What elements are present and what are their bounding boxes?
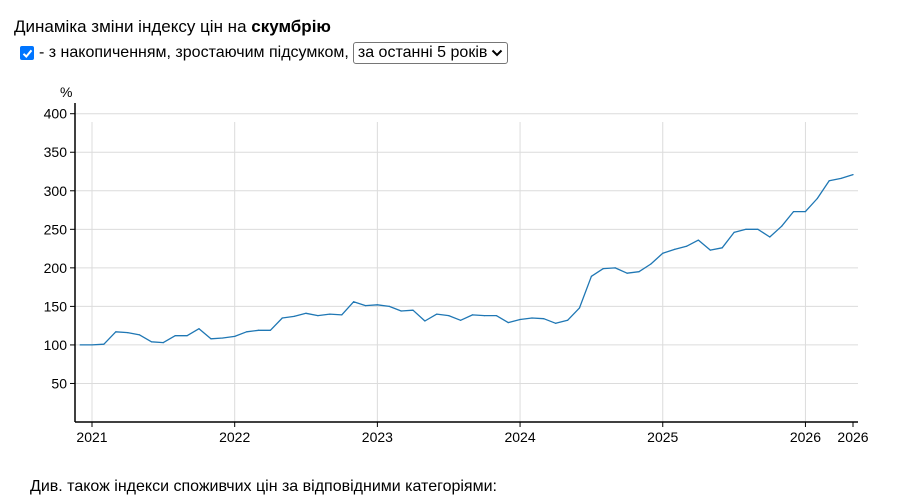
data-point bbox=[852, 173, 854, 176]
data-point bbox=[531, 317, 533, 319]
data-point bbox=[519, 318, 521, 321]
x-tick-label: 2022 bbox=[219, 429, 250, 445]
price-index-chart: 50 100 150 200 250 300 350 400 2021 2022 2023 2024 2… bbox=[44, 84, 869, 445]
data-point bbox=[352, 301, 355, 303]
data-point bbox=[471, 314, 474, 316]
data-point bbox=[769, 236, 771, 238]
data-point bbox=[709, 249, 711, 251]
data-point bbox=[626, 272, 628, 274]
x-tick-label: 2026 bbox=[790, 429, 821, 445]
data-point bbox=[234, 335, 236, 338]
data-point bbox=[150, 341, 153, 343]
y-tick-label: 300 bbox=[44, 183, 68, 199]
series-line bbox=[80, 173, 854, 346]
data-point bbox=[733, 231, 735, 233]
y-tick-label: 100 bbox=[44, 337, 68, 353]
data-point bbox=[792, 210, 795, 213]
data-point bbox=[412, 309, 414, 311]
y-tick-label: 150 bbox=[44, 298, 68, 314]
x-tick-label: 2024 bbox=[504, 429, 535, 445]
data-point bbox=[198, 328, 200, 330]
data-point bbox=[602, 268, 604, 270]
data-point bbox=[804, 210, 807, 213]
x-tick-label: 2026 bbox=[837, 429, 868, 445]
page-title: Динаміка зміни індексу цін на скумбрію bbox=[14, 17, 331, 37]
y-tick-label: 50 bbox=[51, 375, 67, 391]
y-tick-label: 200 bbox=[44, 260, 68, 276]
data-point bbox=[269, 329, 271, 331]
data-point bbox=[757, 228, 759, 230]
cumulative-label: - з накопиченням, зростаючим підсумком, bbox=[39, 44, 349, 61]
data-point bbox=[305, 312, 307, 314]
title-prefix: Динаміка зміни індексу цін на bbox=[14, 17, 252, 36]
data-point bbox=[103, 343, 105, 345]
data-point bbox=[662, 252, 664, 254]
data-point bbox=[281, 317, 283, 319]
data-point bbox=[721, 247, 723, 249]
data-point bbox=[186, 335, 188, 337]
y-tick-label: 400 bbox=[44, 106, 68, 122]
period-select[interactable]: за останні 5 років bbox=[352, 42, 509, 64]
data-point bbox=[567, 319, 569, 321]
data-point bbox=[329, 313, 331, 315]
data-point bbox=[555, 322, 557, 324]
cumulative-checkbox[interactable] bbox=[20, 46, 34, 60]
data-point bbox=[138, 334, 141, 336]
data-point bbox=[697, 239, 700, 241]
data-point bbox=[162, 342, 164, 344]
data-point bbox=[590, 275, 593, 277]
checkmark-icon bbox=[22, 49, 32, 58]
data-point bbox=[674, 248, 676, 250]
data-point bbox=[650, 263, 652, 265]
data-point bbox=[174, 335, 176, 337]
data-point bbox=[424, 320, 426, 322]
x-tick-label: 2023 bbox=[362, 429, 393, 445]
data-point bbox=[245, 331, 248, 333]
data-point bbox=[685, 245, 688, 247]
data-point bbox=[578, 307, 581, 309]
chart-controls: - з накопиченням, зростаючим підсумком, … bbox=[20, 42, 509, 64]
data-point bbox=[828, 180, 830, 182]
data-point bbox=[400, 310, 402, 312]
see-also-text: Див. також індекси споживчих цін за відп… bbox=[30, 478, 497, 495]
data-point bbox=[495, 315, 497, 317]
period-select-value: за останні 5 років bbox=[357, 44, 488, 61]
data-point bbox=[364, 305, 367, 307]
data-point bbox=[436, 313, 438, 315]
data-point bbox=[614, 267, 616, 269]
data-point bbox=[638, 271, 640, 273]
y-tick-label: 350 bbox=[44, 144, 68, 160]
data-point bbox=[293, 315, 295, 318]
data-point bbox=[483, 315, 485, 317]
x-tick-label: 2021 bbox=[76, 429, 107, 445]
data-point bbox=[460, 319, 462, 321]
data-point bbox=[317, 315, 319, 317]
y-tick-label: 250 bbox=[44, 221, 68, 237]
data-point bbox=[745, 228, 747, 230]
title-product: скумбрію bbox=[251, 17, 331, 36]
data-point bbox=[816, 197, 818, 200]
data-point bbox=[79, 344, 81, 346]
y-axis-label: % bbox=[60, 84, 72, 100]
data-point bbox=[840, 177, 842, 180]
data-point bbox=[257, 329, 260, 331]
data-point bbox=[376, 304, 378, 306]
data-point bbox=[448, 315, 450, 317]
data-point bbox=[543, 318, 545, 320]
data-point bbox=[341, 314, 343, 316]
data-point bbox=[115, 331, 117, 333]
chevron-down-icon bbox=[491, 44, 503, 62]
data-point bbox=[781, 225, 783, 227]
data-point bbox=[222, 337, 224, 339]
data-point bbox=[91, 344, 93, 346]
data-point bbox=[507, 321, 509, 324]
data-point bbox=[127, 331, 129, 334]
data-point bbox=[210, 338, 212, 340]
data-point bbox=[388, 305, 390, 307]
x-tick-label: 2025 bbox=[647, 429, 678, 445]
